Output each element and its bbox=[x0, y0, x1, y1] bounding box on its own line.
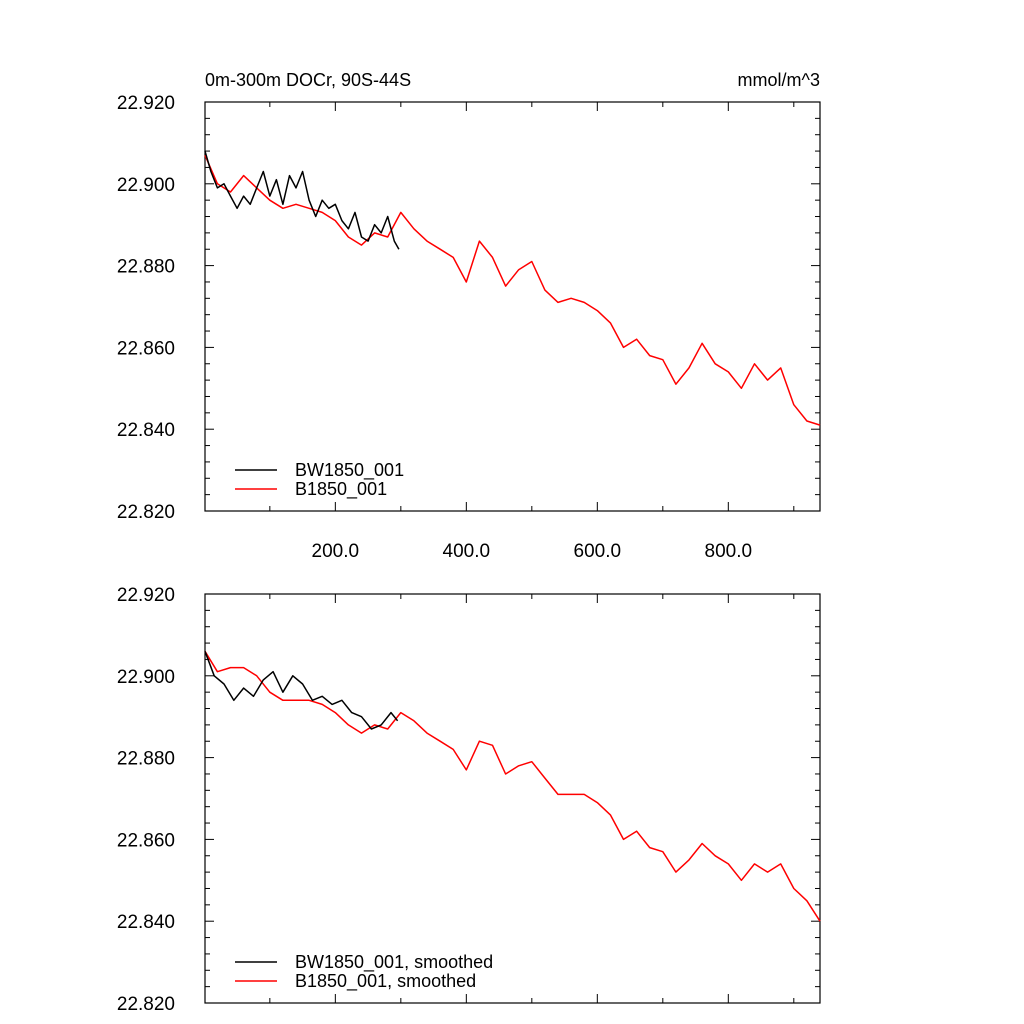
top-y-tick-label: 22.840 bbox=[117, 420, 175, 441]
top-x-tick-label: 200.0 bbox=[312, 541, 360, 562]
top-y-tick-label: 22.860 bbox=[117, 338, 175, 359]
bottom-series-red-line bbox=[204, 650, 821, 922]
bottom-legend-label: BW1850_001, smoothed bbox=[295, 952, 493, 973]
bottom-y-tick-label: 22.860 bbox=[117, 830, 175, 851]
top-legend-label: B1850_001 bbox=[295, 479, 387, 500]
top-legend-label: BW1850_001 bbox=[295, 460, 404, 481]
bottom-plot-frame bbox=[204, 593, 821, 1004]
bottom-panel: 22.820 22.840 22.860 22.880 22.900 22.920 BW18… bbox=[117, 585, 821, 1015]
top-plot-frame bbox=[204, 101, 821, 512]
top-series-black-line bbox=[204, 150, 400, 250]
top-series-red-line bbox=[204, 154, 821, 426]
top-y-tick-label: 22.880 bbox=[117, 257, 175, 278]
bottom-legend-label: B1850_001, smoothed bbox=[295, 971, 476, 992]
top-x-tick-label: 600.0 bbox=[574, 541, 622, 562]
bottom-y-tick-label: 22.900 bbox=[117, 667, 175, 688]
bottom-y-tick-label: 22.920 bbox=[117, 585, 175, 606]
top-y-tick-label: 22.920 bbox=[117, 93, 175, 114]
top-panel: 0m-300m DOCr, 90S-44S mmol/m^3 22.820 22.… bbox=[117, 70, 821, 562]
bottom-series-black-line bbox=[204, 651, 399, 730]
bottom-y-tick-label: 22.820 bbox=[117, 994, 175, 1015]
top-panel-title: 0m-300m DOCr, 90S-44S bbox=[205, 70, 411, 90]
top-x-tick-label: 800.0 bbox=[705, 541, 753, 562]
top-y-tick-label: 22.900 bbox=[117, 175, 175, 196]
top-y-tick-label: 22.820 bbox=[117, 502, 175, 523]
bottom-y-tick-label: 22.880 bbox=[117, 749, 175, 770]
bottom-y-tick-label: 22.840 bbox=[117, 912, 175, 933]
top-panel-units: mmol/m^3 bbox=[738, 70, 820, 90]
top-x-tick-label: 400.0 bbox=[443, 541, 491, 562]
